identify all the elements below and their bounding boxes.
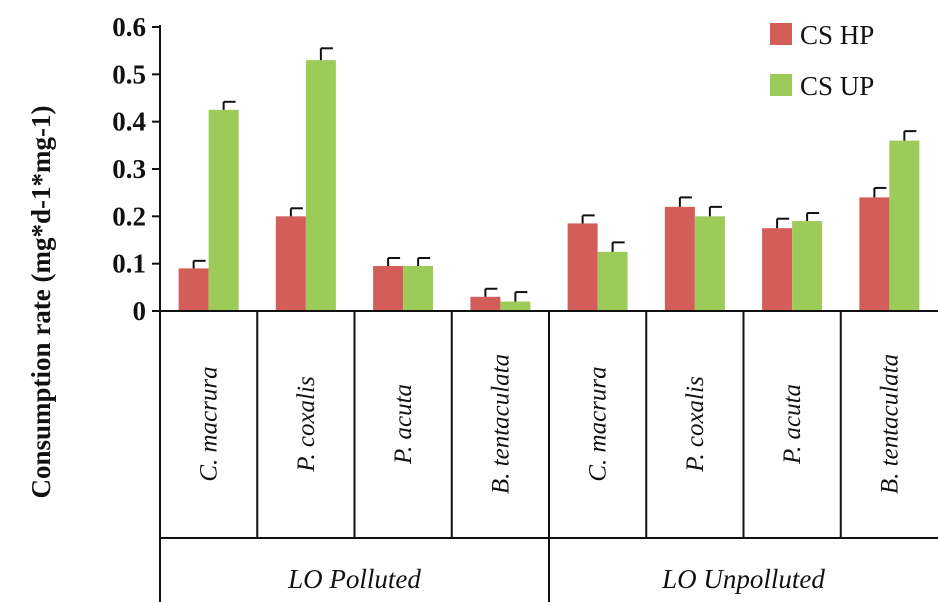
bar-cs-up: [305, 60, 336, 312]
category-label: P. acuta: [390, 384, 417, 465]
bar-cs-hp: [275, 216, 306, 311]
legend-swatch: [770, 23, 792, 45]
x-axis: C. macrura P. coxalis P. acuta B. tentacula…: [160, 310, 938, 602]
y-tick-label: 0: [133, 296, 147, 326]
bar-cs-hp: [178, 268, 209, 311]
category-label: B. tentaculata: [487, 354, 514, 494]
legend-swatch: [770, 74, 792, 96]
group-label: LO Polluted: [287, 564, 421, 594]
category-label: P. coxalis: [293, 376, 320, 472]
bar-cs-hp: [664, 206, 695, 311]
y-tick-label: 0.4: [112, 107, 146, 137]
bar-cs-up: [403, 266, 434, 311]
bar-cs-up: [597, 251, 628, 311]
y-tick-label: 0.5: [112, 59, 146, 89]
category-label: B. tentaculata: [876, 354, 903, 494]
bar-cs-up: [792, 221, 823, 311]
y-axis-label: Consumption rate (mg*d-1*mg-1): [26, 106, 56, 499]
group-label: LO Unpolluted: [661, 564, 825, 594]
legend-label: CS HP: [800, 20, 874, 50]
y-tick-label: 0.6: [112, 12, 146, 42]
bars: [178, 47, 920, 312]
y-tick-label: 0.2: [112, 201, 146, 231]
category-label: P. coxalis: [682, 376, 709, 472]
bar-cs-up: [500, 301, 531, 311]
category-label: C. macrura: [196, 366, 223, 481]
bar-cs-hp: [762, 228, 793, 311]
bar-cs-hp: [373, 266, 404, 311]
bar-cs-hp: [859, 197, 890, 311]
y-axis: 0 0.1 0.2 0.3 0.4 0.5 0.6: [112, 12, 161, 602]
category-label: P. acuta: [779, 384, 806, 465]
y-tick-label: 0.3: [112, 154, 146, 184]
category-label: C. macrura: [585, 366, 612, 481]
y-tick-label: 0.1: [112, 249, 146, 279]
bar-cs-hp: [567, 223, 598, 311]
legend: CS HP CS UP: [770, 20, 874, 101]
bar-cs-hp: [470, 296, 501, 311]
bar-cs-up: [889, 140, 920, 311]
bar-cs-up: [208, 109, 239, 311]
legend-label: CS UP: [800, 71, 874, 101]
bar-cs-up: [694, 216, 725, 311]
